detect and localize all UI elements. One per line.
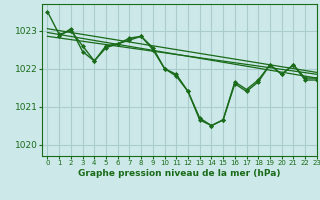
X-axis label: Graphe pression niveau de la mer (hPa): Graphe pression niveau de la mer (hPa) <box>78 169 280 178</box>
